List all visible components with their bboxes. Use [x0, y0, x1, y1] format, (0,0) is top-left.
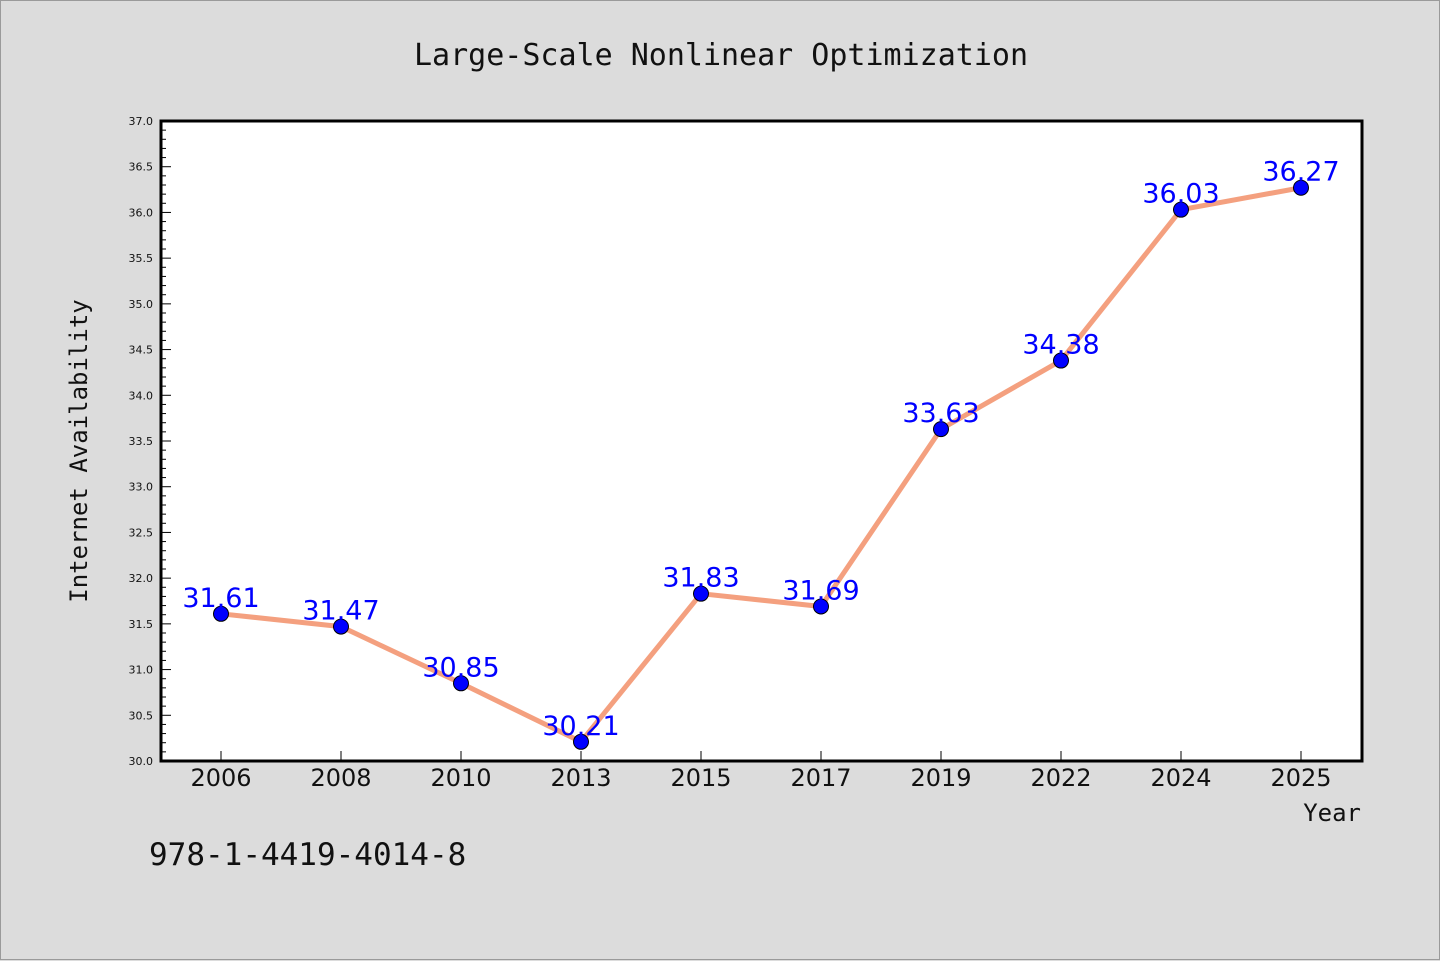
- data-point: [933, 421, 949, 438]
- series-line: [218, 185, 1304, 745]
- y-tick-label: 33.0: [129, 481, 154, 494]
- y-tick-label: 31.5: [129, 618, 154, 631]
- x-tick-label: 2010: [430, 764, 491, 792]
- data-label: 33.63: [902, 398, 979, 429]
- y-tick-label: 31.0: [129, 664, 154, 677]
- y-tick-label: 34.0: [129, 389, 154, 402]
- footer-isbn: 978-1-4419-4014-8: [149, 837, 466, 873]
- x-tick-label: 2013: [550, 764, 611, 792]
- chart-title: Large-Scale Nonlinear Optimization: [414, 38, 1028, 73]
- data-point: [813, 598, 829, 615]
- y-tick-label: 32.0: [129, 572, 154, 585]
- data-point: [693, 585, 709, 602]
- x-tick-label: 2024: [1150, 764, 1211, 792]
- x-tick-label: 2022: [1030, 764, 1091, 792]
- y-axis: 30.0 30.5 31.0 31.5 32.0 32.5 33.0 33.5 34.0 34.5…: [129, 115, 171, 768]
- data-label: 31.47: [302, 596, 379, 627]
- y-tick-label: 30.0: [129, 755, 154, 768]
- y-axis-label: Internet Availability: [65, 299, 93, 602]
- data-point: [213, 605, 229, 622]
- y-tick-label: 37.0: [129, 115, 154, 128]
- x-axis: 2006 2008 2010 2013 2015 2017 2019 2022 2024 2025: [190, 751, 1332, 792]
- data-point: [573, 733, 589, 750]
- x-tick-label: 2008: [310, 764, 371, 792]
- data-label: 36.27: [1262, 157, 1339, 188]
- data-label: 31.61: [182, 583, 259, 614]
- data-point: [1293, 179, 1309, 196]
- x-tick-label: 2019: [910, 764, 971, 792]
- y-tick-label: 33.5: [129, 435, 154, 448]
- y-tick-label: 36.5: [129, 161, 154, 174]
- data-point: [1173, 201, 1189, 218]
- x-tick-label: 2017: [790, 764, 851, 792]
- series-layer: 31.61 31.47 30.85 30.21 31.83 31.69 33.63 34.38…: [182, 157, 1340, 750]
- plot-area: [159, 119, 1364, 763]
- y-tick-label: 36.0: [129, 206, 154, 219]
- y-tick-label: 35.5: [129, 252, 154, 265]
- data-point: [1053, 352, 1069, 369]
- y-tick-label: 32.5: [129, 526, 154, 539]
- y-tick-label: 30.5: [129, 709, 154, 722]
- data-point: [333, 618, 349, 635]
- data-label: 31.83: [662, 563, 739, 594]
- x-axis-label: Year: [1303, 799, 1361, 827]
- data-label: 36.03: [1142, 179, 1219, 210]
- data-point: [453, 675, 469, 692]
- x-tick-label: 2025: [1270, 764, 1331, 792]
- y-tick-label: 34.5: [129, 344, 154, 357]
- data-label: 30.21: [542, 711, 619, 742]
- data-label: 31.69: [782, 575, 859, 606]
- data-label: 30.85: [422, 652, 499, 683]
- data-label: 34.38: [1022, 330, 1099, 361]
- x-tick-label: 2015: [670, 764, 731, 792]
- x-tick-label: 2006: [190, 764, 251, 792]
- y-tick-label: 35.0: [129, 298, 154, 311]
